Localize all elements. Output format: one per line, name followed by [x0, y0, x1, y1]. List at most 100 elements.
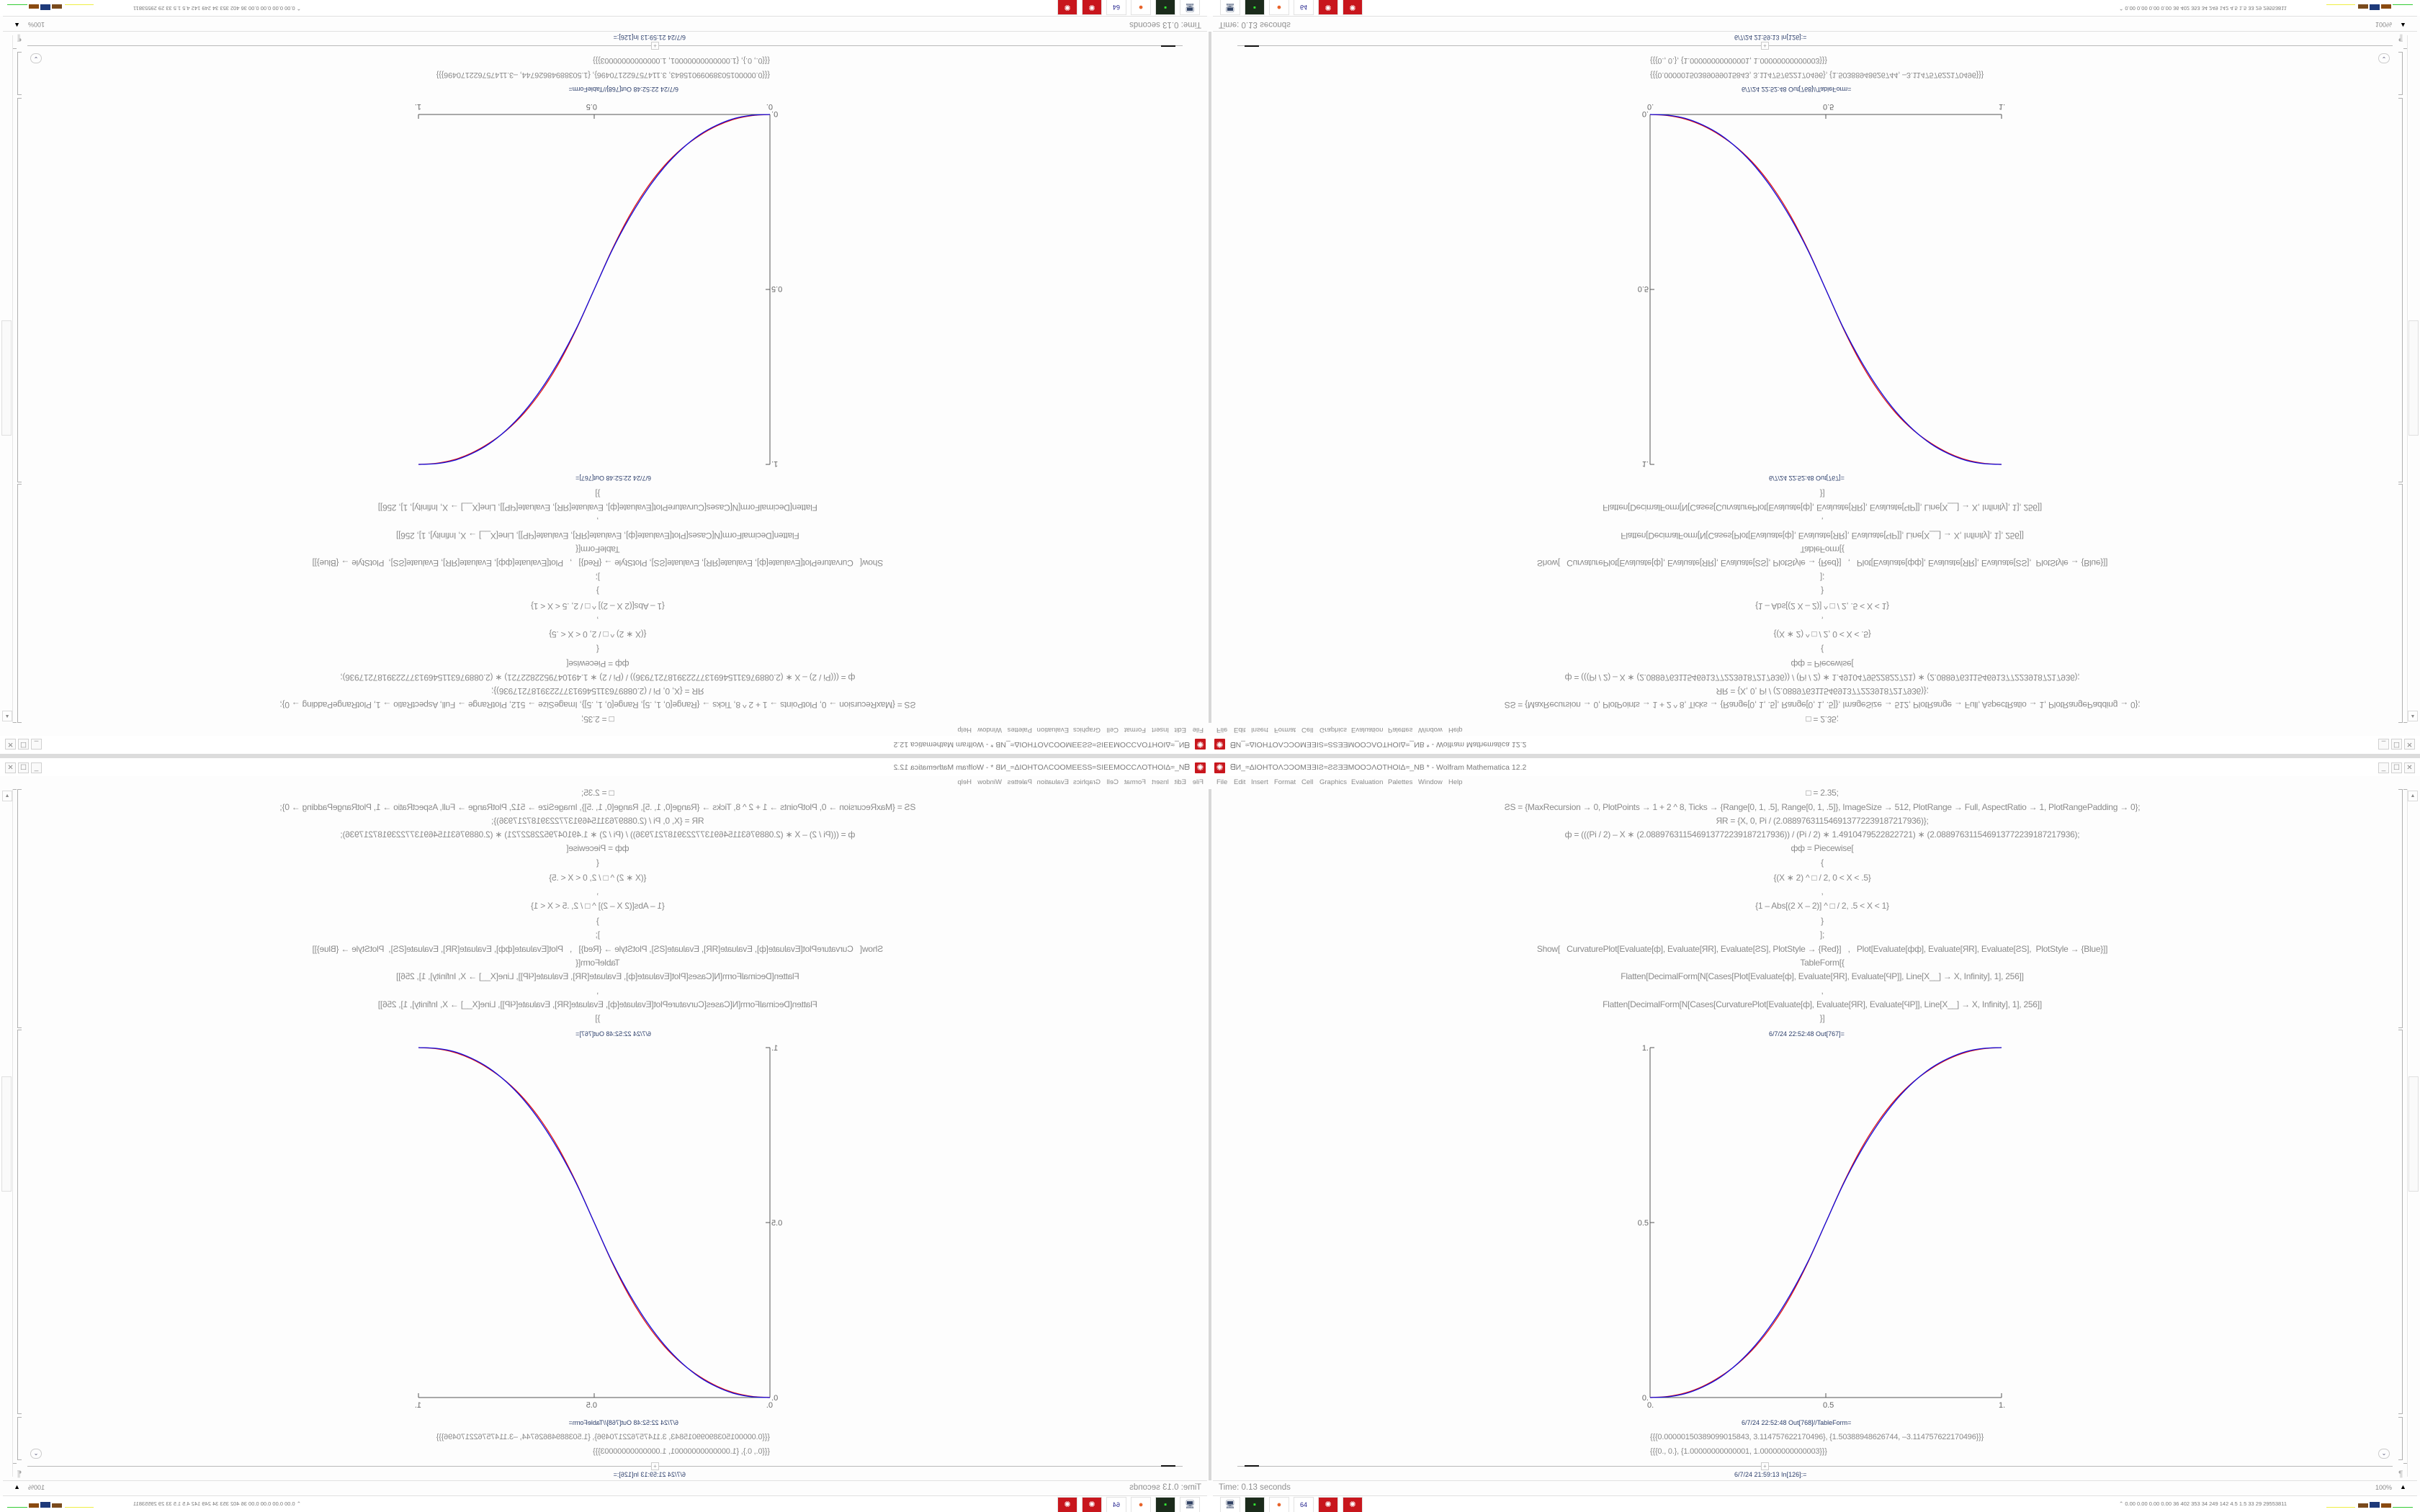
terminal-icon[interactable]: ▪ — [1245, 1497, 1265, 1512]
code-line[interactable]: } — [1821, 586, 1824, 596]
code-line[interactable]: }] — [595, 489, 601, 499]
code-line[interactable]: ф = (((Pi / 2) – X ∗ (2.0889763115469137… — [1564, 672, 2080, 683]
menu-file[interactable]: File — [1216, 778, 1228, 786]
firefox-icon[interactable]: ● — [1269, 0, 1289, 15]
menu-palettes[interactable]: Palettes — [1007, 726, 1032, 734]
maximize-button[interactable]: ☐ — [2391, 762, 2402, 773]
code-line[interactable]: ф = (((Pi / 2) – X ∗ (2.0889763115469137… — [340, 829, 856, 840]
code-line[interactable]: ]; — [1819, 572, 1825, 582]
menu-cell[interactable]: Cell — [1301, 778, 1314, 786]
code-line[interactable]: , — [596, 886, 599, 896]
menu-evaluation[interactable]: Evaluation — [1351, 778, 1384, 786]
code-line[interactable]: фф = Piecewise[ — [1791, 659, 1854, 669]
code-line[interactable]: TableForm[{ — [575, 958, 620, 968]
menu-insert[interactable]: Insert — [1251, 778, 1268, 786]
code-line[interactable]: Flatten[DecimalForm[N[Cases[CurvaturePlo… — [1603, 999, 2042, 1009]
code-line[interactable]: { — [1821, 644, 1824, 654]
code-line[interactable]: }] — [1819, 1013, 1825, 1023]
menu-cell[interactable]: Cell — [1301, 726, 1314, 734]
code-line[interactable]: {(X ∗ 2) ^ □ / 2, 0 < X < .5} — [1773, 629, 1871, 639]
cell-insertion-line[interactable] — [27, 45, 1183, 46]
menu-evaluation[interactable]: Evaluation — [1036, 726, 1069, 734]
floppy-64-icon[interactable]: 64 — [1106, 0, 1126, 15]
menu-insert[interactable]: Insert — [1152, 726, 1169, 734]
menu-palettes[interactable]: Palettes — [1007, 778, 1032, 786]
code-line[interactable]: □ = 2.35; — [581, 788, 614, 798]
menu-file[interactable]: File — [1192, 778, 1204, 786]
code-line[interactable]: }] — [1819, 489, 1825, 499]
code-line[interactable]: Show[ CurvaturePlot[Evaluate[ф], Evaluat… — [1536, 944, 2108, 954]
menu-file[interactable]: File — [1216, 726, 1228, 734]
menu-format[interactable]: Format — [1124, 778, 1146, 786]
zoom-triangle-icon[interactable]: ▲ — [2400, 1483, 2406, 1490]
mathematica-icon[interactable]: ✺ — [1057, 1497, 1077, 1512]
code-line[interactable]: ƧS = {MaxRecursion → 0, PlotPoints → 1 +… — [279, 700, 916, 710]
mathematica-icon[interactable]: ✺ — [1082, 1497, 1102, 1512]
menu-edit[interactable]: Edit — [1174, 726, 1186, 734]
cell-bracket[interactable] — [2398, 52, 2403, 95]
menu-help[interactable]: Help — [1448, 778, 1463, 786]
code-line[interactable]: TableForm[{ — [1800, 544, 1845, 554]
code-line[interactable]: Show[ CurvaturePlot[Evaluate[ф], Evaluat… — [1536, 558, 2108, 568]
remote-desktop-icon[interactable]: 🖥 — [1220, 1497, 1240, 1512]
menu-help[interactable]: Help — [957, 778, 972, 786]
scroll-up-arrow-icon[interactable]: ▲ — [2408, 791, 2418, 801]
cell-bracket[interactable] — [17, 98, 22, 482]
code-line[interactable]: ф = (((Pi / 2) – X ∗ (2.0889763115469137… — [1564, 829, 2080, 840]
menu-cell[interactable]: Cell — [1106, 778, 1119, 786]
code-line[interactable]: {(X ∗ 2) ^ □ / 2, 0 < X < .5} — [549, 629, 647, 639]
mathematica-icon[interactable]: ✺ — [1343, 0, 1363, 15]
code-line[interactable]: □ = 2.35; — [1806, 788, 1839, 798]
firefox-icon[interactable]: ● — [1131, 0, 1151, 15]
remote-desktop-icon[interactable]: 🖥 — [1180, 0, 1200, 15]
code-line[interactable]: фф = Piecewise[ — [1791, 843, 1854, 853]
menu-format[interactable]: Format — [1274, 778, 1296, 786]
zoom-triangle-icon[interactable]: ▲ — [14, 1483, 20, 1490]
paragraph-icon[interactable]: ¶ — [2398, 1469, 2403, 1479]
code-line[interactable]: □ = 2.35; — [1806, 714, 1839, 724]
cell-bracket[interactable] — [17, 484, 22, 723]
code-line[interactable]: {1 – Abs[(2 X – 2)] ^ □ / 2, .5 < X < 1} — [531, 601, 665, 611]
add-cell-icon[interactable]: + — [1761, 1462, 1769, 1470]
mathematica-icon[interactable]: ✺ — [1343, 1497, 1363, 1512]
code-line[interactable]: фф = Piecewise[ — [566, 843, 629, 853]
code-line[interactable]: ]; — [1819, 930, 1825, 940]
title-bar[interactable]: ✺ ᗺИ_≈ΔIOHTOΛƆƆOMƎƎIƧ≈ƧƧƎƎMOOƆΛOTHOIΔ≈_N… — [1210, 756, 2420, 776]
code-line[interactable]: ЯR = {X, 0, Pi / (2.08897631154691377223… — [1716, 816, 1929, 826]
code-line[interactable]: фф = Piecewise[ — [566, 659, 629, 669]
scrollbar-thumb[interactable] — [1, 1076, 12, 1192]
code-line[interactable]: ЯR = {X, 0, Pi / (2.08897631154691377223… — [491, 686, 704, 696]
code-line[interactable]: Flatten[DecimalForm[N[Cases[Plot[Evaluat… — [1621, 971, 2024, 981]
code-line[interactable]: , — [1821, 616, 1824, 626]
remote-desktop-icon[interactable]: 🖥 — [1180, 1497, 1200, 1512]
cell-bracket[interactable] — [2398, 1417, 2403, 1460]
code-line[interactable]: TableForm[{ — [1800, 958, 1845, 968]
title-bar[interactable]: ✺ ᗺИ_≈ΔIOHTOΛƆƆOMƎƎIƧ≈ƧƧƎƎMOOƆΛOTHOIΔ≈_N… — [0, 736, 1210, 756]
add-cell-icon[interactable]: + — [651, 42, 659, 50]
code-line[interactable]: , — [1821, 886, 1824, 896]
code-line[interactable]: {(X ∗ 2) ^ □ / 2, 0 < X < .5} — [1773, 873, 1871, 883]
menu-help[interactable]: Help — [957, 726, 972, 734]
code-line[interactable]: { — [596, 644, 599, 654]
cell-insertion-line[interactable] — [1237, 1466, 2393, 1467]
cell-bracket[interactable] — [17, 789, 22, 1028]
menu-insert[interactable]: Insert — [1152, 778, 1169, 786]
menu-format[interactable]: Format — [1124, 726, 1146, 734]
code-line[interactable]: Flatten[DecimalForm[N[Cases[Plot[Evaluat… — [1621, 531, 2024, 541]
menu-cell[interactable]: Cell — [1106, 726, 1119, 734]
code-line[interactable]: , — [596, 986, 599, 996]
mathematica-icon[interactable]: ✺ — [1318, 0, 1338, 15]
firefox-icon[interactable]: ● — [1269, 1497, 1289, 1512]
cell-bracket[interactable] — [2398, 98, 2403, 482]
suggestions-icon[interactable]: ⌄ — [2378, 1449, 2390, 1459]
floppy-64-icon[interactable]: 64 — [1294, 0, 1314, 15]
code-line[interactable]: Flatten[DecimalForm[N[Cases[CurvaturePlo… — [378, 503, 817, 513]
menu-insert[interactable]: Insert — [1251, 726, 1268, 734]
minimize-button[interactable]: _ — [31, 762, 42, 773]
code-line[interactable]: TableForm[{ — [575, 544, 620, 554]
code-line[interactable]: ƧS = {MaxRecursion → 0, PlotPoints → 1 +… — [279, 802, 916, 812]
code-line[interactable]: , — [596, 516, 599, 526]
zoom-triangle-icon[interactable]: ▲ — [14, 22, 20, 29]
scrollbar-thumb[interactable] — [2408, 1076, 2419, 1192]
close-button[interactable]: ✕ — [5, 739, 16, 750]
